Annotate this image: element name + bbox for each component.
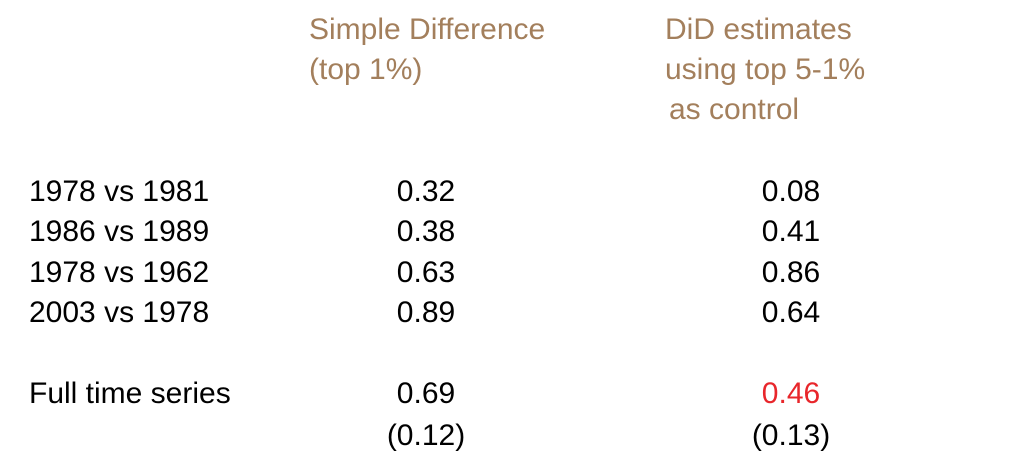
standard-error-row: (0.12) (0.13)	[0, 416, 1015, 456]
table-row: 1978 vs 1981 0.32 0.08	[0, 172, 1015, 212]
row-label: 2003 vs 1978	[29, 296, 210, 329]
did-estimate-standard-error: (0.13)	[751, 419, 831, 452]
header-did-estimates: DiD estimates using top 5-1% as control	[665, 10, 865, 130]
header-did-estimates-line-1: DiD estimates	[665, 13, 852, 46]
did-estimate-value: 0.86	[761, 256, 821, 289]
header-simple-difference-line-2: (top 1%)	[309, 53, 423, 86]
simple-difference-value: 0.63	[396, 256, 456, 289]
simple-difference-value: 0.69	[396, 377, 456, 410]
table-row: 2003 vs 1978 0.89 0.64	[0, 293, 1015, 333]
header-did-estimates-line-3: as control	[669, 93, 800, 126]
row-label: Full time series	[29, 377, 231, 410]
table-row: 1978 vs 1962 0.63 0.86	[0, 253, 1015, 293]
header-did-estimates-line-2: using top 5-1%	[665, 53, 866, 86]
full-series-row: Full time series 0.69 0.46	[0, 374, 1015, 414]
header-simple-difference-line-1: Simple Difference	[309, 13, 546, 46]
row-label: 1978 vs 1981	[29, 175, 210, 208]
simple-difference-value: 0.38	[396, 215, 456, 248]
header-simple-difference: Simple Difference (top 1%)	[309, 10, 545, 90]
did-estimate-value: 0.41	[761, 215, 821, 248]
simple-difference-value: 0.89	[396, 296, 456, 329]
row-label: 1978 vs 1962	[29, 256, 210, 289]
row-label: 1986 vs 1989	[29, 215, 210, 248]
simple-difference-standard-error: (0.12)	[386, 419, 466, 452]
did-estimate-value: 0.08	[761, 175, 821, 208]
did-estimate-value: 0.64	[761, 296, 821, 329]
simple-difference-value: 0.32	[396, 175, 456, 208]
table-row: 1986 vs 1989 0.38 0.41	[0, 212, 1015, 252]
did-estimate-value-highlighted: 0.46	[761, 377, 821, 410]
